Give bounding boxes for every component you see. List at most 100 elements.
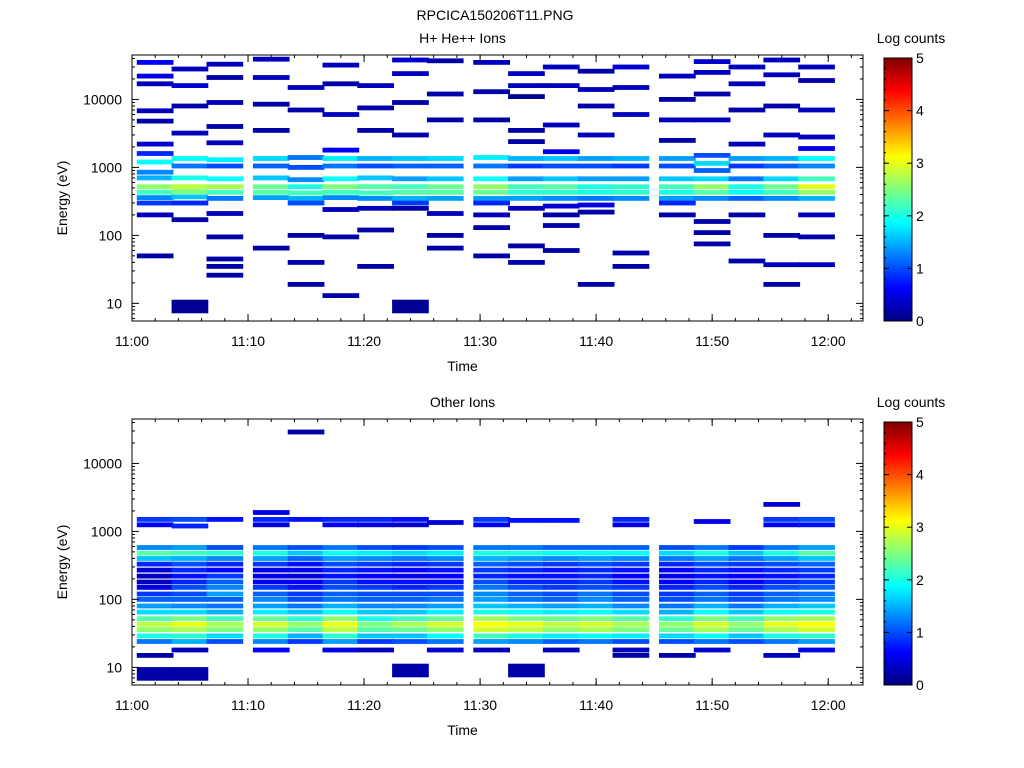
heatmap-cell — [426, 585, 464, 590]
heatmap-cell — [693, 153, 731, 158]
heatmap-cell — [206, 61, 244, 67]
heatmap-cell — [252, 522, 290, 528]
heatmap-cell — [577, 567, 615, 573]
heatmap-cell — [287, 233, 325, 238]
heatmap-cell — [577, 585, 615, 590]
y-tick-label: 10000 — [83, 91, 122, 107]
heatmap-cell — [693, 603, 731, 609]
heatmap-cell — [542, 212, 580, 218]
heatmap-cell — [206, 603, 244, 609]
colorbar-tick-label: 0 — [916, 313, 924, 329]
heatmap-cell — [252, 597, 290, 602]
heatmap-cell — [136, 118, 174, 124]
heatmap-cell — [693, 545, 731, 550]
heatmap-cell — [322, 573, 360, 579]
heatmap-cell — [136, 550, 174, 556]
heatmap-cell — [577, 639, 615, 644]
heatmap-cell — [473, 522, 510, 528]
heatmap-cell — [287, 573, 325, 579]
heatmap-cell — [287, 627, 325, 632]
heatmap-cell — [798, 545, 835, 550]
heatmap-cell — [136, 585, 174, 590]
heatmap-cell — [728, 603, 766, 609]
colorbar-tick-label: 0 — [916, 677, 924, 693]
heatmap-cell — [763, 184, 801, 190]
heatmap-cell — [763, 603, 801, 609]
heatmap-cell — [392, 156, 429, 161]
heatmap-cell — [171, 200, 209, 206]
heatmap-cell — [542, 122, 580, 128]
y-tick-label: 100 — [99, 227, 123, 243]
heatmap-cell — [287, 585, 325, 590]
heatmap-cell — [252, 627, 290, 632]
heatmap-cell — [171, 550, 209, 556]
heatmap-cell — [206, 561, 244, 567]
heatmap-cell — [136, 522, 174, 528]
heatmap-cell — [287, 190, 325, 196]
heatmap-cell — [206, 597, 244, 602]
heatmap-cell — [426, 163, 464, 169]
heatmap-cell — [171, 83, 209, 88]
heatmap-cell — [206, 545, 244, 550]
heatmap-cell — [659, 627, 696, 632]
heatmap-cell — [763, 156, 801, 161]
heatmap-cell — [728, 81, 766, 87]
heatmap-cell — [392, 163, 429, 169]
heatmap-cell — [252, 195, 290, 200]
heatmap-cell — [136, 212, 174, 218]
heatmap-cell — [136, 609, 174, 615]
heatmap-cell — [612, 603, 650, 609]
x-tick-label: 11:30 — [463, 333, 497, 349]
heatmap-cell — [659, 653, 696, 658]
heatmap-cell — [659, 184, 696, 190]
heatmap-cell — [798, 597, 835, 602]
heatmap-cell — [763, 627, 801, 632]
heatmap-cell — [426, 639, 464, 644]
heatmap-cell — [252, 647, 290, 653]
heatmap-cell — [322, 207, 360, 212]
heatmap-cell — [171, 585, 209, 590]
heatmap-cell — [693, 616, 731, 622]
heatmap-cell — [612, 621, 650, 627]
heatmap-cell — [473, 89, 510, 95]
x-tick-label: 11:00 — [115, 697, 149, 713]
heatmap-cell — [426, 117, 464, 123]
heatmap-cell — [171, 517, 209, 522]
heatmap-cell — [357, 627, 394, 632]
heatmap-cell — [136, 253, 174, 259]
colorbar-tick-label: 5 — [916, 50, 924, 66]
heatmap-cell — [206, 100, 244, 105]
heatmap-cell — [763, 567, 801, 573]
heatmap-cell — [577, 163, 615, 169]
heatmap-cell — [252, 621, 290, 627]
heatmap-cell — [728, 64, 766, 70]
y-tick-label: 10 — [106, 659, 122, 675]
heatmap-cell — [206, 621, 244, 627]
heatmap-cell — [392, 550, 429, 556]
heatmap-cell — [136, 603, 174, 609]
heatmap-cell — [171, 556, 209, 561]
heatmap-cell — [206, 567, 244, 573]
heatmap-cell — [542, 647, 580, 653]
heatmap-cell — [659, 212, 696, 218]
heatmap-cell — [542, 616, 580, 622]
heatmap-cell — [612, 653, 650, 658]
heatmap-cell — [728, 597, 766, 602]
heatmap-cell — [542, 603, 580, 609]
heatmap-cell — [357, 647, 394, 653]
heatmap-cell — [693, 168, 731, 173]
heatmap-cell — [392, 567, 429, 573]
heatmap-cell — [542, 248, 580, 253]
heatmap-cell — [693, 633, 731, 639]
heatmap-cell — [426, 633, 464, 639]
heatmap-cell — [473, 60, 510, 65]
heatmap-cell — [287, 260, 325, 265]
heatmap-cell — [542, 545, 580, 550]
heatmap-cell — [287, 603, 325, 609]
heatmap-cell — [577, 579, 615, 585]
heatmap-cell — [612, 647, 650, 653]
heatmap-cell — [798, 567, 835, 573]
heatmap-cell — [206, 264, 244, 269]
heatmap-cell — [206, 609, 244, 615]
heatmap-cell — [728, 561, 766, 567]
